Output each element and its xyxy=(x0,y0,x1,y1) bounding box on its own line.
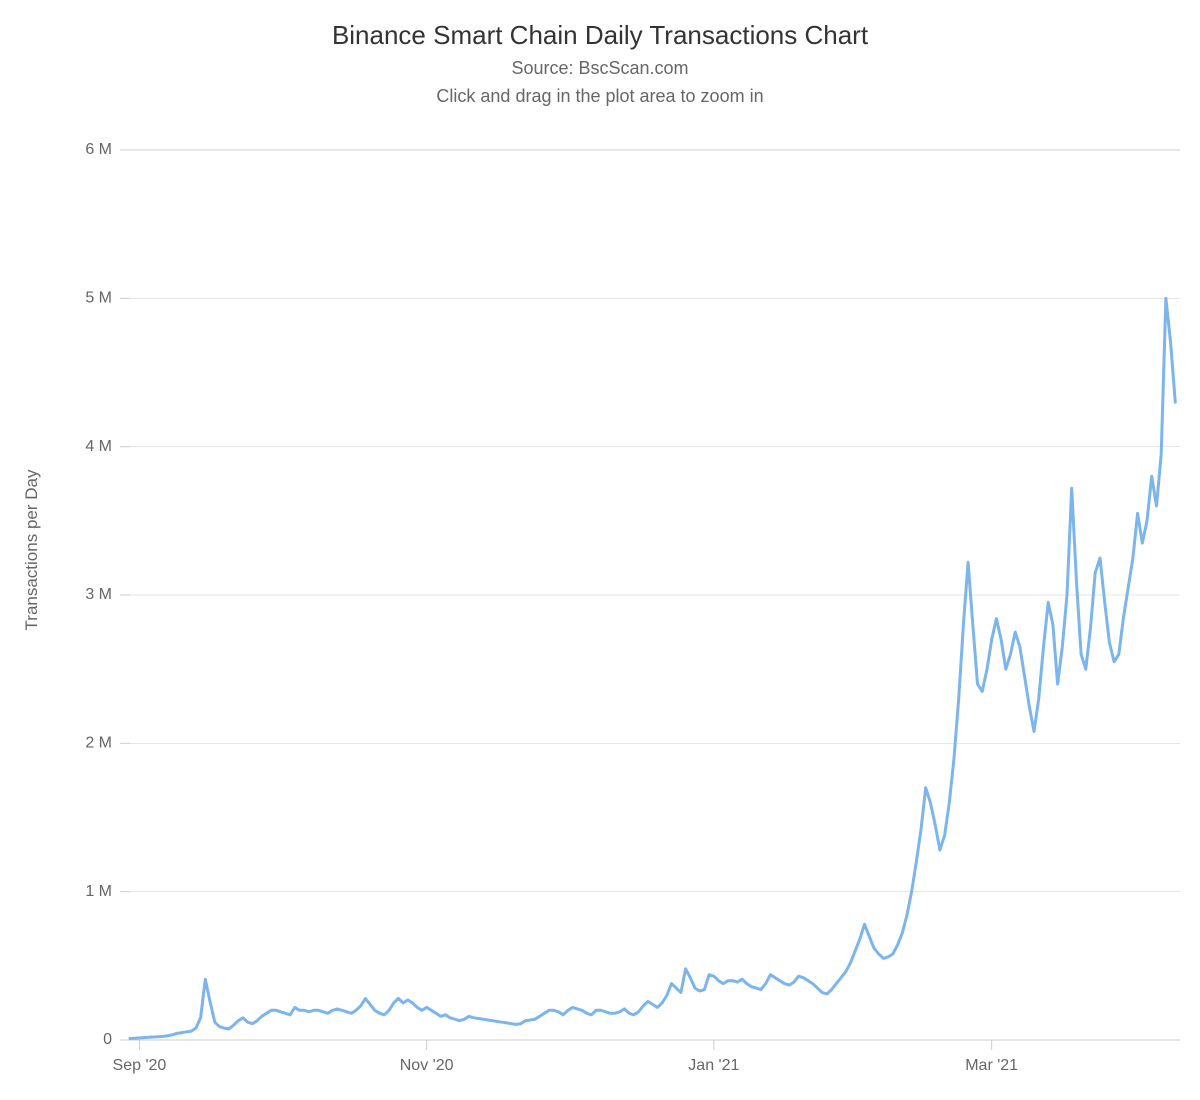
y-tick-label: 2 M xyxy=(85,735,112,752)
x-tick-label: Jan '21 xyxy=(688,1057,739,1074)
y-tick-label: 3 M xyxy=(85,586,112,603)
chart-container: Binance Smart Chain Daily Transactions C… xyxy=(0,0,1200,1100)
chart-title: Binance Smart Chain Daily Transactions C… xyxy=(0,20,1200,51)
series-line xyxy=(130,298,1175,1038)
chart-plot-area[interactable]: 0 1 M 2 M 3 M 4 M 5 M 6 M Sep '20 Nov '20 Jan '21… xyxy=(0,0,1200,1100)
y-tick-label: 1 M xyxy=(85,883,112,900)
y-tick-label: 6 M xyxy=(85,141,112,158)
y-tick-label: 4 M xyxy=(85,438,112,455)
y-tick-label: 5 M xyxy=(85,290,112,307)
chart-subtitle-line1: Source: BscScan.com xyxy=(0,58,1200,79)
x-tick-label: Sep '20 xyxy=(113,1057,167,1074)
y-tick-label: 0 xyxy=(103,1031,112,1048)
chart-subtitle-line2: Click and drag in the plot area to zoom … xyxy=(0,86,1200,107)
y-axis-title: Transactions per Day xyxy=(22,400,42,700)
x-tick-label: Mar '21 xyxy=(965,1057,1018,1074)
x-tick-label: Nov '20 xyxy=(400,1057,454,1074)
